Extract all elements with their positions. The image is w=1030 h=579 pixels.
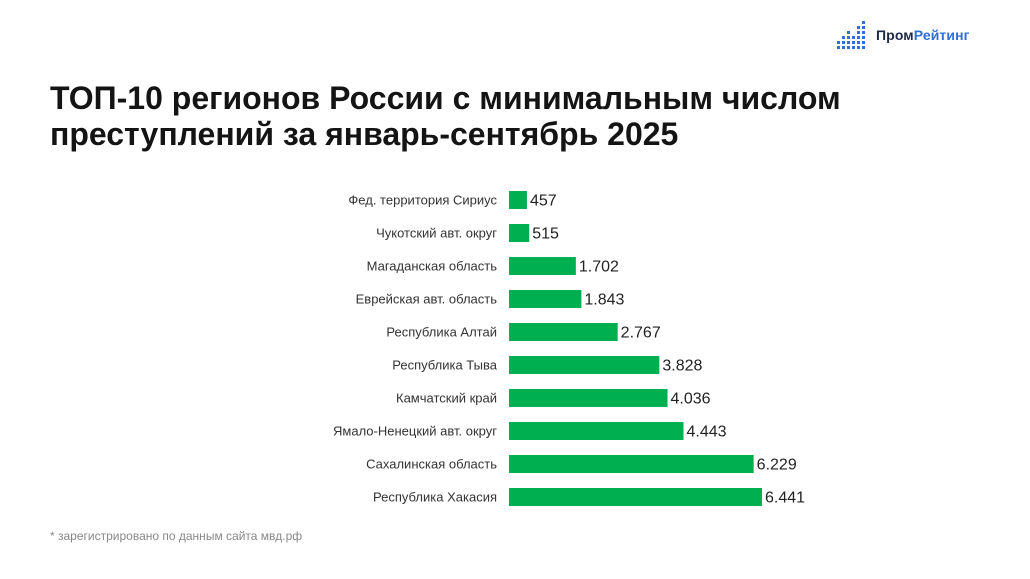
value-label: 4.443 — [687, 424, 727, 441]
bar — [509, 224, 530, 242]
bar — [509, 455, 754, 473]
page-title: ТОП-10 регионов России с минимальным чис… — [50, 80, 950, 152]
category-label: Республика Хакасия — [373, 490, 497, 505]
category-label: Чукотский авт. округ — [376, 226, 497, 241]
brand-name: ПромРейтинг — [876, 27, 970, 43]
bar — [509, 257, 576, 275]
value-label: 1.702 — [579, 259, 619, 276]
value-label: 6.229 — [757, 457, 797, 474]
category-label: Сахалинская область — [366, 457, 497, 472]
category-label: Еврейская авт. область — [356, 292, 498, 307]
brand-logo: ПромРейтинг — [836, 20, 970, 50]
bar — [509, 290, 582, 308]
category-label: Камчатский край — [396, 391, 497, 406]
bar — [509, 323, 618, 341]
bar — [509, 356, 660, 374]
value-label: 2.767 — [621, 325, 661, 342]
page-title-line-2: преступлений за январь-сентябрь 2025 — [50, 116, 679, 152]
value-label: 1.843 — [584, 292, 624, 309]
category-label: Магаданская область — [367, 259, 498, 274]
brand-name-part1: Пром — [876, 27, 914, 43]
category-label: Фед. территория Сириус — [348, 193, 497, 208]
value-label: 457 — [530, 193, 557, 210]
bar — [509, 191, 527, 209]
page-title-line-1: ТОП-10 регионов России с минимальным чис… — [50, 80, 841, 116]
value-label: 515 — [532, 226, 559, 243]
brand-name-part2: Рейтинг — [913, 27, 970, 43]
bar-dots-logo-icon — [837, 21, 865, 49]
category-label: Республика Тыва — [392, 358, 498, 373]
footnote: * зарегистрировано по данным сайта мвд.р… — [50, 529, 303, 543]
bar — [509, 422, 684, 440]
value-label: 3.828 — [662, 358, 702, 375]
bar — [509, 488, 762, 506]
category-label: Ямало-Ненецкий авт. округ — [333, 424, 497, 439]
value-label: 6.441 — [765, 490, 805, 507]
category-label: Республика Алтай — [386, 325, 497, 340]
value-label: 4.036 — [671, 391, 711, 408]
bar — [509, 389, 668, 407]
